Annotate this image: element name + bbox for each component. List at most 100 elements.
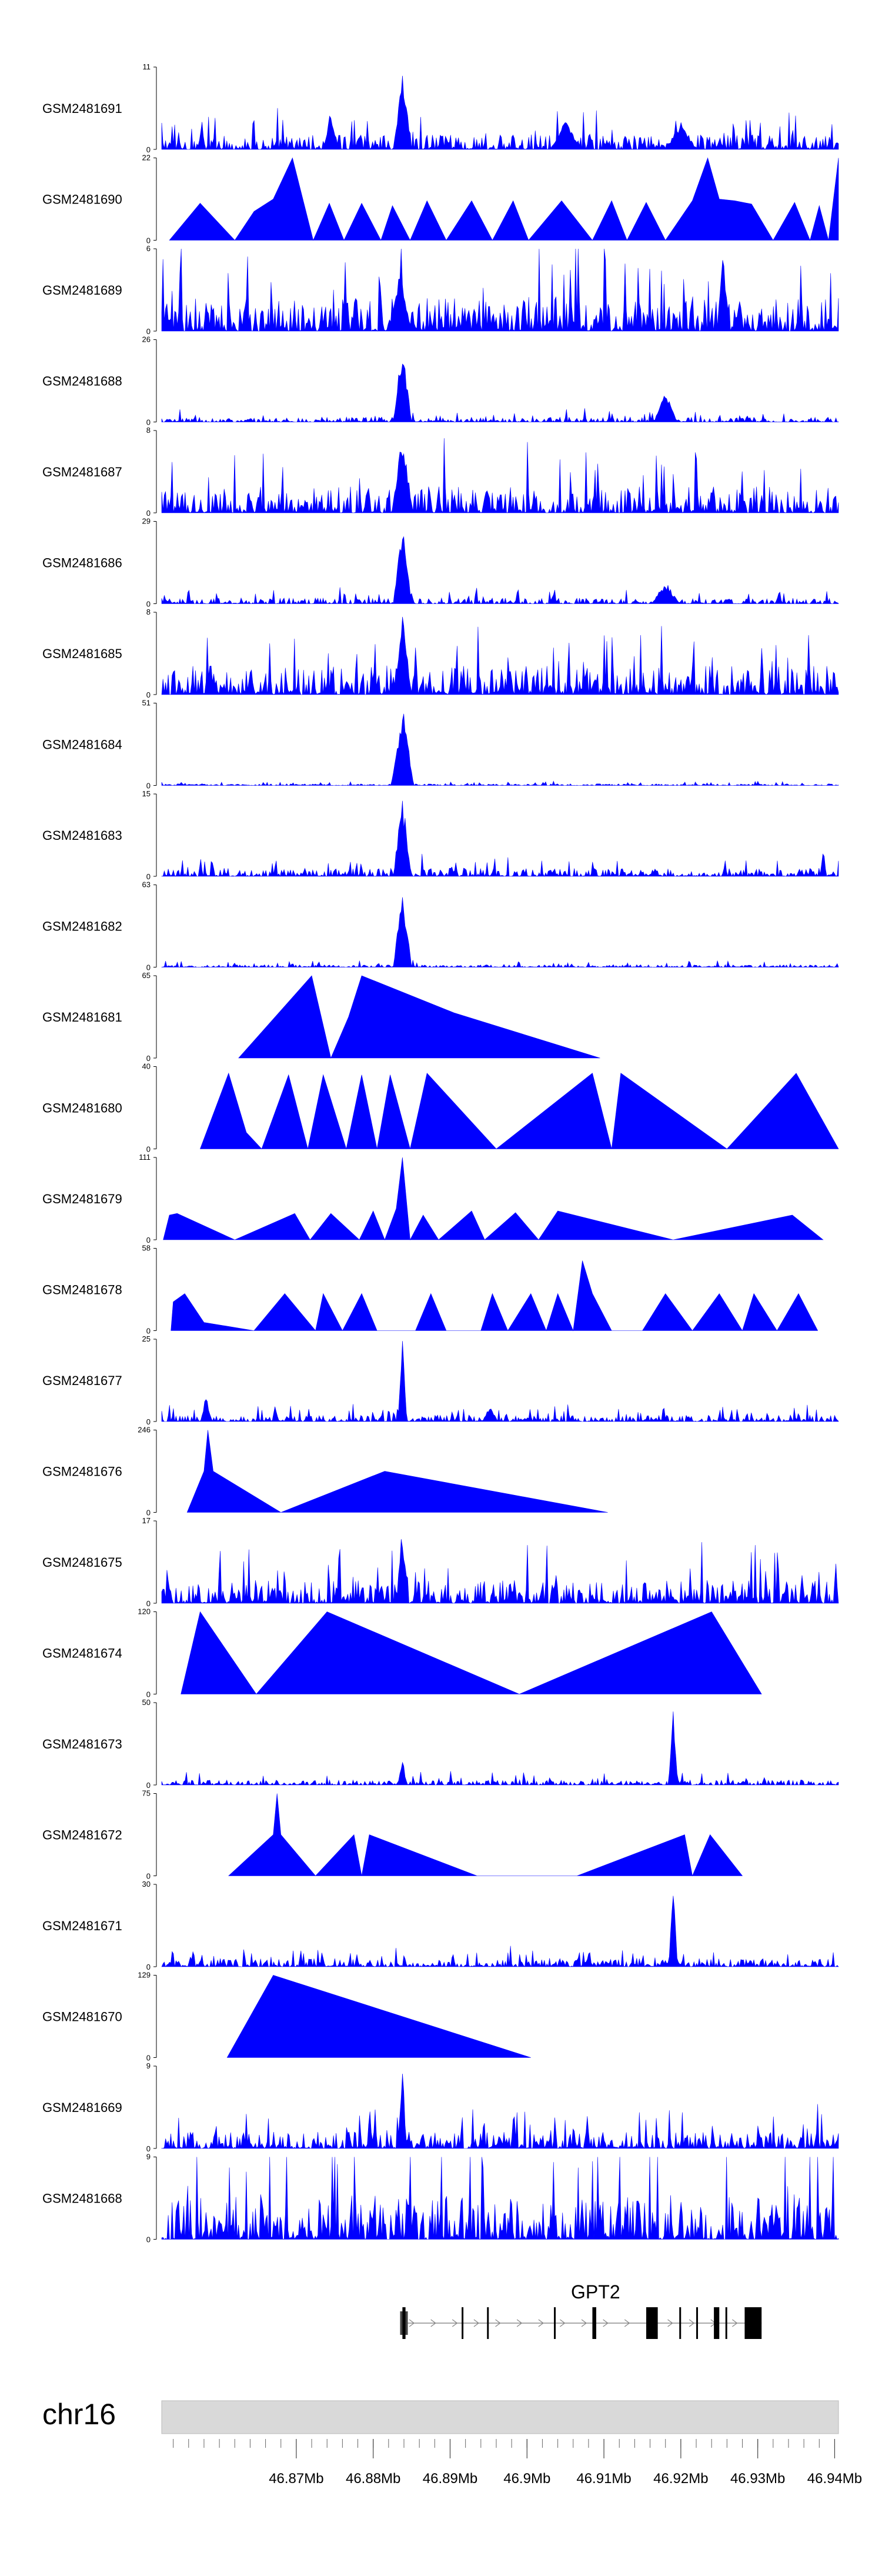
y-min-label: 0	[146, 872, 151, 881]
track-GSM2481675: GSM2481675 17 0	[42, 1516, 839, 1608]
strand-arrow	[603, 2319, 609, 2327]
track-label: GSM2481683	[42, 828, 122, 843]
strand-arrow	[689, 2319, 695, 2327]
track-GSM2481680: GSM2481680 40 0	[42, 1062, 839, 1154]
gene-name-label: GPT2	[571, 2281, 620, 2303]
strand-arrow	[452, 2319, 458, 2327]
track-label: GSM2481684	[42, 738, 122, 752]
axis-tick-label: 46.94Mb	[807, 2471, 862, 2487]
axis-tick-label: 46.92Mb	[653, 2471, 708, 2487]
track-label: GSM2481687	[42, 465, 122, 479]
chromosome-band	[161, 2400, 839, 2434]
track-GSM2481674: GSM2481674 120 0	[42, 1607, 762, 1699]
strand-arrow	[667, 2319, 673, 2327]
track-GSM2481673: GSM2481673 50 0	[42, 1698, 839, 1790]
y-max-label: 65	[142, 971, 151, 980]
track-GSM2481685: GSM2481685 8 0	[42, 608, 839, 699]
y-min-label: 0	[146, 963, 151, 972]
track-GSM2481676: GSM2481676 246 0	[42, 1426, 608, 1517]
y-max-label: 29	[142, 517, 151, 526]
y-min-label: 0	[146, 690, 151, 699]
track-GSM2481682: GSM2481682 63 0	[42, 880, 839, 972]
track-GSM2481679: GSM2481679 111 0	[42, 1153, 824, 1244]
gene-exon	[725, 2307, 727, 2339]
strand-arrow	[409, 2319, 415, 2327]
gene-exon	[744, 2307, 762, 2339]
track-label: GSM2481680	[42, 1101, 122, 1116]
gene-exon	[714, 2307, 720, 2339]
gene-exon	[696, 2307, 699, 2339]
track-label: GSM2481691	[42, 101, 122, 116]
track-GSM2481690: GSM2481690 22 0	[42, 154, 839, 245]
track-label: GSM2481679	[42, 1192, 122, 1206]
y-max-label: 30	[142, 1880, 151, 1888]
axis-tick-label: 46.88Mb	[346, 2471, 400, 2487]
y-max-label: 26	[142, 335, 151, 344]
y-min-label: 0	[146, 1236, 151, 1244]
y-min-label: 0	[146, 509, 151, 518]
strand-arrow	[732, 2319, 738, 2327]
y-max-label: 15	[142, 789, 151, 798]
axis-tick-label: 46.93Mb	[730, 2471, 785, 2487]
y-min-label: 0	[146, 1872, 151, 1881]
y-min-label: 0	[146, 418, 151, 427]
y-min-label: 0	[146, 1781, 151, 1790]
track-label: GSM2481690	[42, 192, 122, 207]
strand-arrow	[495, 2319, 501, 2327]
signal-area	[161, 1341, 839, 1423]
signal-area	[161, 75, 839, 151]
gene-exon	[402, 2307, 406, 2339]
track-GSM2481687: GSM2481687 8 0	[42, 426, 839, 518]
y-max-label: 8	[146, 608, 151, 616]
track-label: GSM2481673	[42, 1737, 122, 1751]
signal-area	[181, 1611, 762, 1694]
y-max-label: 9	[146, 2153, 151, 2161]
y-max-label: 40	[142, 1062, 151, 1071]
signal-area	[161, 536, 839, 605]
y-min-label: 0	[146, 1599, 151, 1608]
y-max-label: 8	[146, 426, 151, 435]
y-min-label: 0	[146, 2144, 151, 2153]
track-label: GSM2481688	[42, 374, 122, 389]
track-label: GSM2481682	[42, 919, 122, 934]
signal-area	[161, 438, 839, 513]
axis-tick-label: 46.87Mb	[269, 2471, 323, 2487]
y-min-label: 0	[146, 2054, 151, 2063]
axis-tick-label: 46.91Mb	[576, 2471, 631, 2487]
track-label: GSM2481689	[42, 283, 122, 298]
signal-area	[163, 1157, 824, 1241]
strand-arrow	[538, 2319, 544, 2327]
signal-area	[161, 2073, 839, 2149]
y-max-label: 63	[142, 880, 151, 889]
y-min-label: 0	[146, 2235, 151, 2244]
signal-area	[161, 248, 839, 332]
y-max-label: 75	[142, 1789, 151, 1798]
gene-model: GPT2	[400, 2281, 762, 2339]
gene-exon	[554, 2307, 556, 2339]
gene-exon	[592, 2307, 596, 2339]
signal-area	[161, 1896, 839, 1968]
y-max-label: 25	[142, 1334, 151, 1343]
track-label: GSM2481671	[42, 1918, 122, 1933]
y-min-label: 0	[146, 1417, 151, 1426]
y-min-label: 0	[146, 1509, 151, 1517]
strand-arrow	[516, 2319, 523, 2327]
signal-area	[226, 1975, 531, 2058]
y-min-label: 0	[146, 782, 151, 790]
chromosome-label: chr16	[42, 2398, 116, 2431]
y-max-label: 11	[143, 62, 151, 71]
gene-exon	[487, 2307, 489, 2339]
strand-arrow	[430, 2319, 436, 2327]
track-GSM2481684: GSM2481684 51 0	[42, 699, 839, 790]
strand-arrow	[581, 2319, 587, 2327]
signal-area	[161, 713, 839, 786]
signal-area	[228, 1793, 743, 1877]
y-max-label: 6	[146, 244, 151, 253]
track-label: GSM2481676	[42, 1464, 122, 1479]
y-min-label: 0	[146, 236, 151, 245]
y-min-label: 0	[146, 327, 151, 336]
y-max-label: 17	[142, 1516, 151, 1525]
track-label: GSM2481678	[42, 1283, 122, 1297]
y-min-label: 0	[146, 145, 151, 154]
signal-area	[161, 800, 839, 877]
